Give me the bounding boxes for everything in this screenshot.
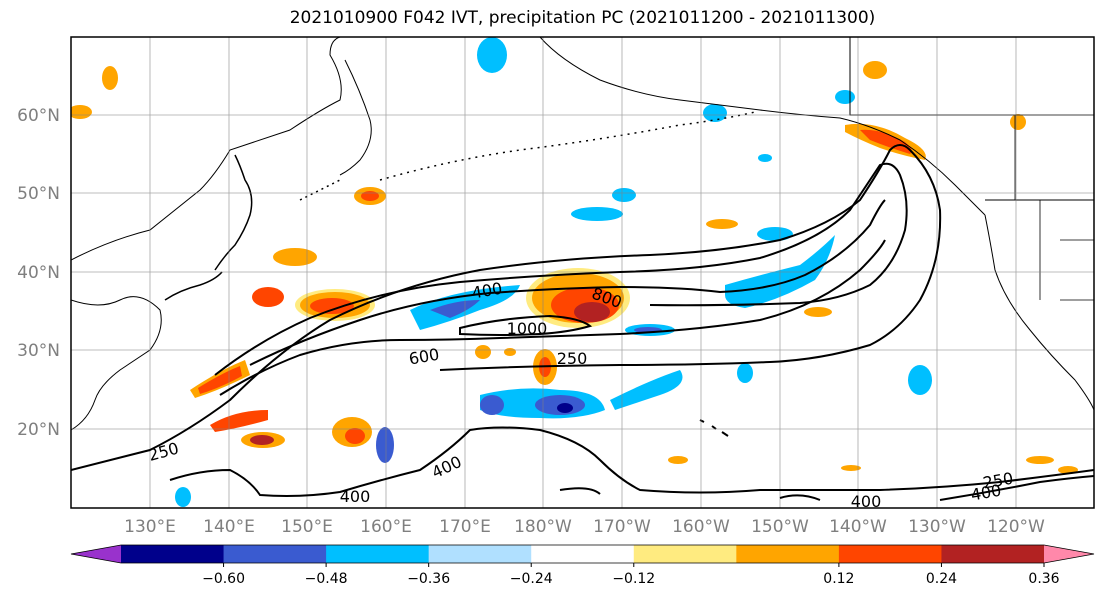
ivt-contour-label: 1000 bbox=[507, 319, 548, 338]
colorbar-tick-label: −0.36 bbox=[407, 571, 450, 587]
lon-label: 130°W bbox=[908, 517, 966, 537]
ivt-contour-250-se bbox=[939, 475, 1094, 501]
lon-label: 160°W bbox=[672, 517, 730, 537]
lon-label: 150°E bbox=[281, 517, 333, 537]
colorbar: −0.60−0.48−0.36−0.24−0.120.120.240.360.4… bbox=[70, 544, 1095, 587]
lon-label: 120°W bbox=[987, 517, 1045, 537]
colorbar-segment bbox=[633, 545, 737, 563]
ivt-contour-label: 400 bbox=[340, 487, 371, 506]
colorbar-outline bbox=[70, 544, 1095, 564]
ivt-contour-1000 bbox=[459, 314, 593, 336]
colorbar-tick-label: −0.24 bbox=[510, 571, 553, 587]
lat-label: 60°N bbox=[17, 106, 60, 126]
colorbar-segment bbox=[121, 545, 225, 563]
map-plot-area: 250 250 250 400 400 400 400 400 600 800 … bbox=[71, 37, 1094, 511]
ivt-contour-label: 250 bbox=[557, 349, 588, 368]
colorbar-extend-min bbox=[71, 545, 121, 563]
colorbar-segment bbox=[223, 545, 327, 563]
colorbar-tick-label: −0.12 bbox=[612, 571, 655, 587]
lon-labels: 130°E 140°E 150°E 160°E 170°E 180°W 170°… bbox=[124, 517, 1045, 537]
lon-label: 150°W bbox=[751, 517, 809, 537]
colorbar-tick-label: −0.48 bbox=[305, 571, 348, 587]
lon-label: 170°W bbox=[593, 517, 651, 537]
colorbar-segment bbox=[838, 545, 942, 563]
ivt-contour-400-main bbox=[214, 162, 908, 376]
ivt-contour-800 bbox=[249, 199, 886, 366]
lon-label: 130°E bbox=[124, 517, 176, 537]
colorbar-segments bbox=[70, 544, 1095, 564]
colorbar-segment bbox=[326, 545, 430, 563]
ivt-contour-400-south bbox=[169, 426, 1094, 497]
lon-label: 140°E bbox=[203, 517, 255, 537]
ivt-contour-400-se bbox=[559, 487, 821, 501]
colorbar-segment bbox=[531, 545, 635, 563]
map-title: 2021010900 F042 IVT, precipitation PC (2… bbox=[289, 8, 876, 28]
colorbar-segment bbox=[428, 545, 532, 563]
colorbar-ticks: −0.60−0.48−0.36−0.24−0.120.120.240.360.4… bbox=[202, 563, 1060, 587]
map-frame bbox=[70, 36, 1095, 509]
lon-label: 160°E bbox=[360, 517, 412, 537]
lat-label: 50°N bbox=[17, 184, 60, 204]
colorbar-tick-label: −0.60 bbox=[202, 571, 245, 587]
ivt-contours bbox=[71, 144, 1094, 501]
colorbar-segment bbox=[736, 545, 840, 563]
colorbar-tick-label: 0.36 bbox=[1028, 571, 1059, 587]
ivt-contour-label: 400 bbox=[851, 492, 882, 511]
lon-label: 180°W bbox=[514, 517, 572, 537]
lat-label: 20°N bbox=[17, 420, 60, 440]
graticule bbox=[71, 37, 1094, 508]
lon-label: 170°E bbox=[439, 517, 491, 537]
colorbar-extend-max bbox=[1044, 545, 1094, 563]
ivt-contour-labels: 250 250 250 400 400 400 400 400 600 800 … bbox=[146, 279, 1014, 511]
lon-label: 140°W bbox=[829, 517, 887, 537]
ivt-contour-600 bbox=[219, 239, 886, 396]
colorbar-tick-label: 0.12 bbox=[823, 571, 854, 587]
lat-labels: 60°N 50°N 40°N 30°N 20°N bbox=[17, 106, 60, 440]
colorbar-tick-label: 0.24 bbox=[926, 571, 957, 587]
lat-label: 40°N bbox=[17, 263, 60, 283]
lat-label: 30°N bbox=[17, 341, 60, 361]
colorbar-segment bbox=[941, 545, 1045, 563]
